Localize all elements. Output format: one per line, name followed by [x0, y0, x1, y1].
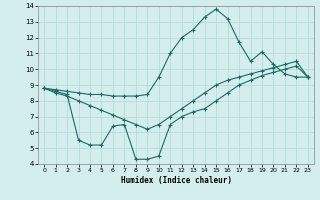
X-axis label: Humidex (Indice chaleur): Humidex (Indice chaleur)	[121, 176, 231, 185]
